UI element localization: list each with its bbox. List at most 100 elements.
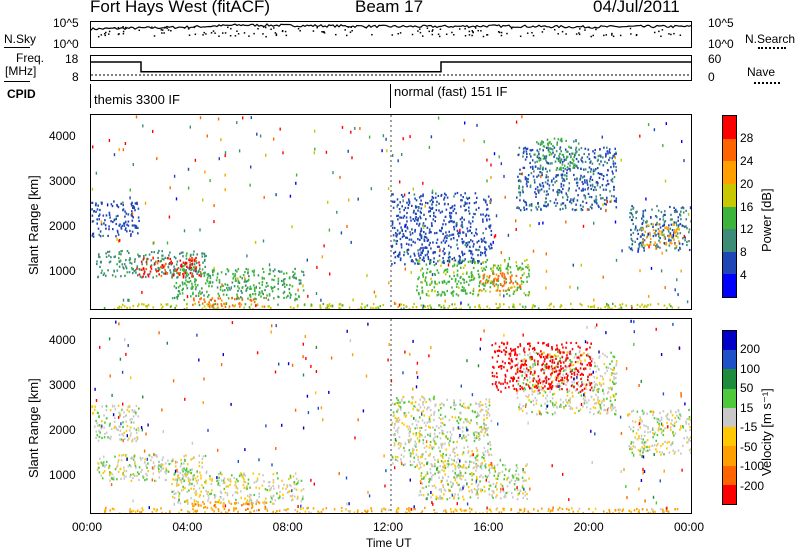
power-cell <box>233 275 235 278</box>
velocity-cell <box>220 511 223 513</box>
velocity-cell <box>429 399 432 402</box>
velocity-cell <box>584 359 586 362</box>
power-cell <box>491 247 493 250</box>
nsearch-point <box>397 33 399 35</box>
power-cell <box>485 227 487 230</box>
power-noise-cell <box>186 295 189 299</box>
power-cell <box>456 274 459 277</box>
power-cell <box>426 271 428 274</box>
power-noise-cell <box>387 187 390 191</box>
velocity-cell <box>135 431 138 434</box>
power-cell <box>176 276 178 279</box>
power-cell <box>234 269 237 272</box>
power-cell <box>470 250 473 253</box>
power-cell <box>557 174 559 177</box>
nsearch-point <box>284 30 287 33</box>
velocity-cell <box>171 458 174 461</box>
power-cell <box>512 292 515 295</box>
power-cell <box>208 285 210 288</box>
power-cell <box>393 239 395 242</box>
power-cell <box>197 271 200 274</box>
velocity-cell <box>217 483 219 486</box>
power-ylabel: Slant Range [km] <box>26 175 41 275</box>
power-cell <box>444 241 446 244</box>
power-cell <box>598 163 601 166</box>
power-cell <box>453 274 455 277</box>
power-cell <box>686 227 688 230</box>
power-cell <box>546 182 549 185</box>
velocity-cell <box>484 429 487 432</box>
power-cell <box>459 258 461 261</box>
velocity-cell <box>477 413 479 416</box>
velocity-cell <box>491 495 493 498</box>
power-noise-cell <box>366 274 368 278</box>
power-cell <box>430 198 433 201</box>
velocity-cell <box>478 405 481 408</box>
velocity-cell <box>137 415 140 418</box>
power-noise-cell <box>340 231 343 235</box>
power-cell <box>425 294 428 297</box>
power-cell <box>162 264 164 267</box>
velocity-cell <box>396 428 399 431</box>
velocity-cell <box>479 475 481 478</box>
power-cell <box>453 225 455 228</box>
power-cell <box>606 146 608 149</box>
power-cell <box>261 277 264 280</box>
power-cell <box>612 172 614 175</box>
nsearch-point <box>243 32 246 34</box>
freq-tick-low: 8 <box>72 70 79 84</box>
power-cell <box>296 305 299 308</box>
power-cell <box>156 262 159 265</box>
power-noise-cell <box>460 301 462 305</box>
power-cell <box>615 206 618 209</box>
velocity-cell <box>475 431 478 434</box>
power-cell <box>545 200 547 204</box>
velocity-cell <box>417 420 420 423</box>
velocity-cell <box>174 465 177 468</box>
velocity-cell <box>408 449 411 452</box>
power-cell <box>164 272 167 275</box>
velocity-cell <box>241 504 243 507</box>
power-noise-cell <box>396 204 398 208</box>
velocity-cell <box>534 397 537 400</box>
power-cell <box>644 244 646 247</box>
power-cell <box>463 281 465 284</box>
velocity-cell <box>524 471 527 474</box>
power-cell <box>658 230 661 233</box>
power-noise-cell <box>350 240 352 244</box>
power-cell <box>537 191 540 194</box>
power-cell <box>472 212 475 215</box>
velocity-cell <box>174 478 176 481</box>
power-cell <box>549 147 551 150</box>
power-cell <box>520 280 523 283</box>
power-cell <box>536 154 539 157</box>
nsearch-point <box>275 34 278 37</box>
power-cell <box>232 277 234 280</box>
velocity-cell <box>192 505 194 508</box>
velocity-cell <box>234 484 236 487</box>
freq-unit-label: [MHz] <box>5 64 37 78</box>
power-cell <box>499 269 502 272</box>
velocity-cell <box>122 421 124 424</box>
velocity-cell <box>523 507 526 510</box>
power-cell <box>97 276 99 279</box>
velocity-cell <box>277 486 280 489</box>
power-cell <box>581 161 584 164</box>
velocity-cell <box>425 497 427 500</box>
power-cell <box>524 176 527 179</box>
power-cell <box>426 226 429 229</box>
velocity-cell <box>570 353 573 356</box>
velocity-cell <box>119 467 122 470</box>
power-cell <box>412 240 414 243</box>
power-cell <box>201 307 204 309</box>
power-cell <box>495 283 497 286</box>
power-cell <box>455 278 457 281</box>
power-cell <box>664 220 667 223</box>
power-cell <box>461 252 464 255</box>
power-cell <box>436 294 439 297</box>
power-cell <box>468 275 470 278</box>
velocity-cell <box>429 409 432 412</box>
power-cell <box>497 307 500 309</box>
velocity-cell <box>192 477 194 480</box>
power-cell <box>484 254 487 257</box>
